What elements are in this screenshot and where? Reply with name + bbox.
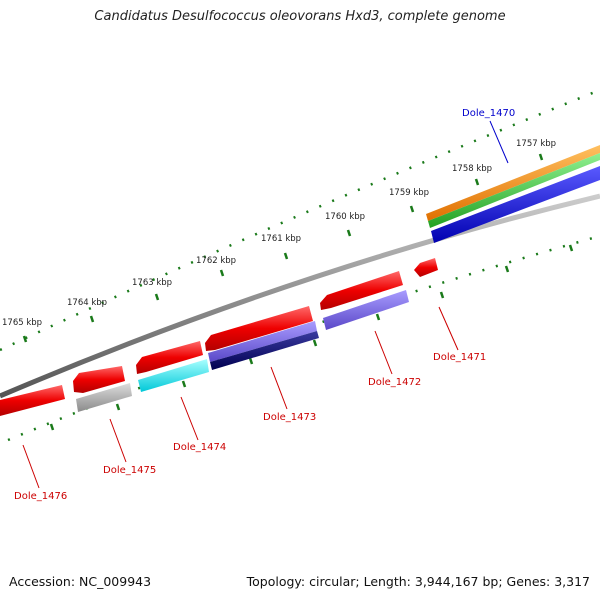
label-leaders: [22, 120, 509, 489]
gene-label-dole-1471: Dole_1471: [433, 352, 486, 363]
orange-band: [426, 145, 600, 221]
map-title: Candidatus Desulfococcus oleovorans Hxd3…: [94, 9, 506, 24]
leader-dole-1471: [438, 306, 459, 351]
gene-label-dole-1475: Dole_1475: [103, 465, 156, 476]
leader-dole-1470: [489, 120, 509, 164]
leader-dole-1473: [270, 366, 288, 410]
inner-major-ticks: [49, 244, 574, 431]
gene-dole-1475: [76, 383, 132, 412]
gene-dole-1473-red: [205, 306, 313, 351]
topology-text: Topology: circular; Length: 3,944,167 bp…: [246, 574, 590, 589]
gene-dole-1474: [138, 359, 209, 392]
scale-label-1760: 1760 kbp: [325, 212, 365, 222]
gene-label-dole-1473: Dole_1473: [263, 412, 316, 423]
gene-label-dole-1470: Dole_1470: [462, 108, 515, 119]
leader-dole-1476: [22, 444, 40, 489]
gene-label-dole-1472: Dole_1472: [368, 377, 421, 388]
blue-band-dole-1470: [431, 166, 600, 243]
gene-arrows: [0, 258, 438, 416]
scale-label-1765: 1765 kbp: [2, 318, 42, 328]
scale-label-1762: 1762 kbp: [196, 256, 236, 266]
outer-major-ticks: [22, 153, 544, 343]
scale-label-1757: 1757 kbp: [516, 139, 556, 149]
gene-label-dole-1474: Dole_1474: [173, 442, 226, 453]
scale-label-1764: 1764 kbp: [67, 298, 107, 308]
scale-label-1758: 1758 kbp: [452, 164, 492, 174]
leader-dole-1475: [109, 418, 127, 463]
gene-dole-1475-red: [73, 366, 125, 393]
scale-label-1763: 1763 kbp: [132, 278, 172, 288]
gene-dole-1473: [210, 331, 319, 370]
gene-dole-1471: [414, 258, 438, 277]
leader-dole-1472: [374, 330, 393, 375]
gene-dole-1472-red: [320, 271, 403, 310]
gene-dole-1472: [323, 290, 409, 330]
gene-dole-1474-red: [136, 341, 203, 374]
feature-bands: [426, 145, 600, 243]
scale-labels: 1765 kbp 1764 kbp 1763 kbp 1762 kbp 1761…: [2, 139, 556, 328]
gene-label-dole-1476: Dole_1476: [14, 491, 67, 502]
scale-label-1761: 1761 kbp: [261, 234, 301, 244]
accession-text: Accession: NC_009943: [9, 574, 152, 589]
scale-label-1759: 1759 kbp: [389, 188, 429, 198]
gene-labels: Dole_1470 Dole_1471 Dole_1472 Dole_1473 …: [14, 108, 515, 502]
genome-backbone: [0, 193, 600, 399]
gene-dole-1476: [0, 385, 65, 416]
leader-dole-1474: [180, 396, 199, 441]
gene-dole-1473-slate: [208, 321, 317, 362]
green-band: [428, 153, 600, 228]
